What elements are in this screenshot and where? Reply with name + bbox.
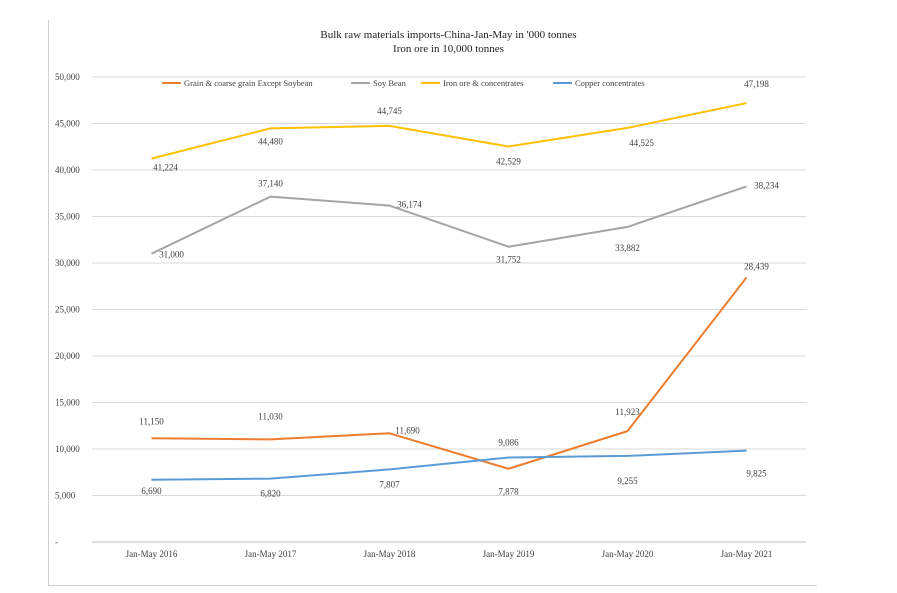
legend-label: Copper concentrates: [575, 78, 645, 88]
data-label: 44,480: [258, 136, 283, 146]
data-label: 38,234: [754, 180, 779, 190]
data-label: 41,224: [153, 163, 178, 173]
series-line: [151, 276, 748, 470]
data-label: 37,140: [258, 179, 283, 189]
legend-label: Iron ore & concentrates: [443, 78, 523, 88]
data-label: 11,690: [395, 425, 420, 435]
series-line: [151, 102, 747, 160]
x-tick-label: Jan-May 2018: [364, 549, 416, 559]
y-tick-label: 40,000: [55, 165, 80, 175]
data-label: 44,525: [629, 138, 654, 148]
series-line: [151, 185, 747, 255]
data-label: 44,745: [377, 106, 402, 116]
y-tick-label: 30,000: [55, 258, 80, 268]
y-tick-label: 45,000: [55, 119, 80, 129]
chart-frame: [48, 20, 817, 586]
data-label: 11,923: [615, 407, 640, 417]
data-label: 9,825: [746, 469, 767, 479]
chart-subtitle: Iron ore in 10,000 tonnes: [393, 43, 504, 55]
y-tick-label: 5,000: [55, 491, 76, 501]
data-label: 28,439: [744, 262, 769, 272]
y-tick-label: 50,000: [55, 72, 80, 82]
legend-label: Soy Bean: [373, 78, 407, 88]
data-label: 42,529: [496, 156, 521, 166]
data-label: 36,174: [397, 200, 422, 210]
data-label: 31,752: [496, 255, 521, 265]
data-label: 9,255: [617, 476, 638, 486]
y-tick-label: 25,000: [55, 305, 80, 315]
chart-title: Bulk raw materials imports-China-Jan-May…: [320, 29, 577, 41]
data-label: 6,690: [141, 486, 162, 496]
x-tick-label: Jan-May 2020: [602, 549, 654, 559]
data-label: 47,198: [744, 79, 769, 89]
x-tick-label: Jan-May 2017: [245, 549, 297, 559]
y-tick-label: 35,000: [55, 212, 80, 222]
data-label: 9,086: [498, 438, 519, 448]
x-tick-label: Jan-May 2019: [483, 549, 535, 559]
y-tick-label: 20,000: [55, 351, 80, 361]
x-tick-label: Jan-May 2016: [126, 549, 178, 559]
data-label: 11,150: [139, 416, 164, 426]
data-label: 7,878: [498, 487, 519, 497]
data-label: 7,807: [379, 479, 400, 489]
data-label: 33,882: [615, 243, 640, 253]
y-tick-label: 15,000: [55, 398, 80, 408]
data-label: 11,030: [258, 411, 283, 421]
data-label: 6,820: [260, 489, 281, 499]
data-label: 31,000: [159, 250, 184, 260]
x-tick-label: Jan-May 2021: [721, 549, 773, 559]
y-tick-label: -: [55, 537, 58, 547]
series-line: [151, 449, 747, 481]
y-tick-label: 10,000: [55, 444, 80, 454]
legend-label: Grain & coarse grain Except Soybean: [184, 78, 313, 88]
